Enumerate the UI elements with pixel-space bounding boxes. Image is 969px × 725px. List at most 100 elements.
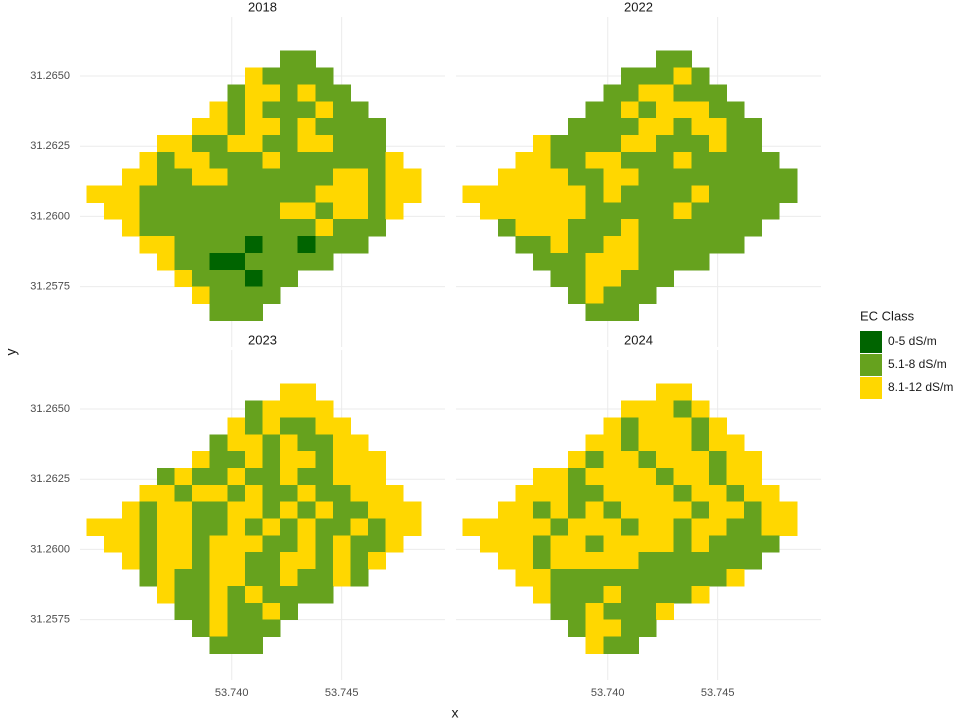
raster-cell (568, 118, 587, 136)
raster-cell (262, 451, 281, 469)
raster-cell (156, 134, 176, 153)
raster-cell (332, 451, 351, 469)
raster-cell (620, 484, 639, 503)
raster-cell (656, 400, 675, 418)
raster-cell (585, 202, 604, 220)
raster-cell (673, 484, 692, 503)
raster-cell (209, 535, 228, 553)
raster-cell (192, 168, 211, 187)
raster-cell (139, 151, 158, 170)
raster-cell (297, 552, 316, 570)
raster-cell (121, 552, 140, 570)
raster-cell (603, 467, 622, 486)
raster-cell (691, 518, 710, 536)
raster-cell (480, 202, 499, 220)
raster-cell (620, 252, 639, 271)
raster-cell (673, 168, 692, 187)
raster-cell (227, 518, 246, 536)
y-tick-label: 31.2650 (30, 70, 70, 82)
raster-cell (227, 269, 246, 288)
raster-cell (744, 535, 763, 553)
raster-cell (385, 484, 404, 503)
raster-cell (568, 569, 587, 587)
raster-cell (297, 383, 316, 402)
raster-cell (227, 434, 246, 452)
raster-cell (673, 101, 692, 119)
raster-cell (656, 518, 675, 536)
raster-cell (209, 569, 228, 587)
raster-cell (244, 252, 263, 271)
raster-cell (315, 467, 334, 486)
raster-cell (656, 168, 675, 187)
raster-cell (121, 518, 140, 536)
raster-cell (620, 101, 639, 119)
raster-cell (192, 535, 211, 553)
raster-cell (532, 518, 552, 536)
raster-cell (262, 619, 281, 637)
facet-title: 2023 (248, 332, 277, 347)
raster-cell (262, 269, 281, 288)
raster-cell (691, 84, 710, 102)
x-tick-label: 53.740 (215, 687, 249, 699)
raster-cell (209, 602, 228, 621)
raster-cell (156, 236, 176, 254)
raster-cell (297, 134, 316, 153)
raster-cell (227, 585, 246, 604)
raster-cell (532, 202, 552, 220)
raster-cell (673, 535, 692, 553)
raster-cell (603, 151, 622, 170)
raster-cell (708, 518, 727, 536)
raster-cell (244, 552, 263, 570)
raster-cell (315, 434, 334, 452)
raster-cell (673, 400, 692, 418)
raster-cell (192, 134, 211, 153)
raster-cell (227, 286, 246, 304)
legend-swatch (860, 354, 882, 376)
raster-cell (280, 84, 299, 102)
raster-cell (262, 434, 281, 452)
raster-cell (227, 303, 246, 321)
raster-cell (744, 168, 763, 187)
raster-cell (139, 552, 158, 570)
raster-cell (673, 134, 692, 153)
raster-cell (673, 417, 692, 435)
raster-cell (227, 219, 246, 237)
raster-cell (744, 451, 763, 469)
raster-cell (227, 467, 246, 486)
raster-cell (603, 569, 622, 587)
raster-cell (209, 585, 228, 604)
legend-label: 8.1-12 dS/m (888, 380, 953, 394)
raster-cell (280, 151, 299, 170)
raster-cell (280, 518, 299, 536)
raster-cell (691, 417, 710, 435)
raster-cell (656, 101, 675, 119)
raster-cell (156, 151, 176, 170)
raster-cell (656, 84, 675, 102)
raster-cell (368, 467, 387, 486)
raster-cell (227, 552, 246, 570)
raster-cell (315, 569, 334, 587)
raster-cell (192, 619, 211, 637)
raster-cell (497, 535, 516, 553)
raster-cell (262, 535, 281, 553)
y-tick-label: 31.2625 (30, 140, 70, 152)
raster-cell (585, 303, 604, 321)
raster-cell (121, 168, 140, 187)
raster-cell (315, 185, 334, 203)
raster-cell (656, 202, 675, 220)
raster-cell (368, 202, 387, 220)
raster-cell (638, 134, 657, 153)
raster-cell (691, 118, 710, 136)
raster-cell (726, 185, 745, 203)
raster-cell (744, 501, 763, 520)
raster-cell (779, 185, 798, 203)
raster-cell (550, 168, 569, 187)
raster-cell (603, 602, 622, 621)
raster-cell (638, 101, 657, 119)
raster-cell (603, 202, 622, 220)
raster-cell (192, 552, 211, 570)
raster-cell (656, 535, 675, 553)
raster-cell (280, 101, 299, 119)
raster-cell (603, 636, 622, 654)
raster-cell (209, 134, 228, 153)
